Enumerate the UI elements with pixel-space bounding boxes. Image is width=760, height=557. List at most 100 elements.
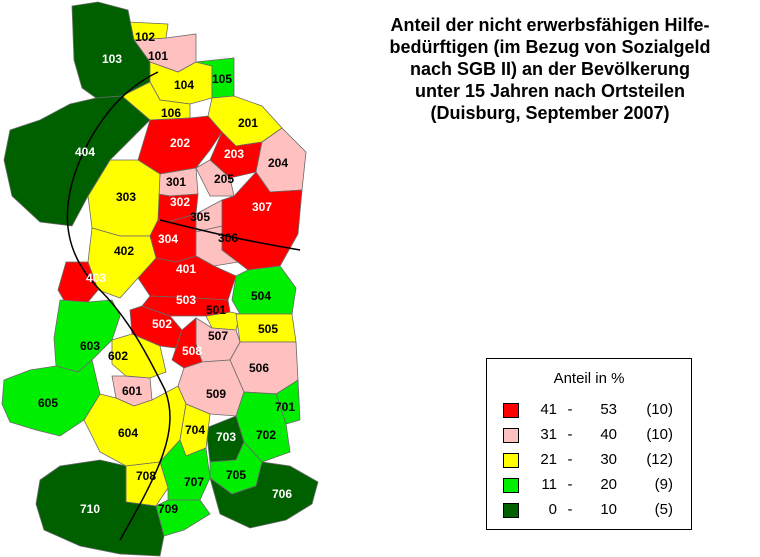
legend: Anteil in % 41 - 53 (10) 31 - 40 (10) 21… <box>486 358 692 530</box>
district-label-506: 506 <box>249 361 269 375</box>
district-label-301: 301 <box>166 175 186 189</box>
district-603 <box>53 299 121 373</box>
legend-count: (10) <box>646 401 673 418</box>
title-line: Anteil der nicht erwerbsfähigen Hilfe- <box>390 15 710 35</box>
district-508 <box>171 317 203 369</box>
district-710 <box>35 459 165 557</box>
legend-min: 21 <box>540 451 557 468</box>
district-label-702: 702 <box>256 428 276 442</box>
rhine-river <box>66 71 171 541</box>
district-label-703: 703 <box>216 430 236 444</box>
title-line: bedürftigen (im Bezug von Sozialgeld <box>389 37 711 57</box>
legend-swatch <box>503 503 519 518</box>
district-label-202: 202 <box>170 136 190 150</box>
district-label-508: 508 <box>182 344 202 358</box>
district-label-404: 404 <box>75 145 95 159</box>
district-label-709: 709 <box>158 502 178 516</box>
district-503 <box>141 295 231 317</box>
district-label-705: 705 <box>226 468 246 482</box>
legend-row: 21 - 30 (12) <box>503 451 683 471</box>
district-label-104: 104 <box>174 78 194 92</box>
district-label-105: 105 <box>212 72 232 86</box>
legend-dash: - <box>567 501 573 518</box>
district-label-102: 102 <box>135 30 155 44</box>
district-label-106: 106 <box>161 106 181 120</box>
district-label-403: 403 <box>86 271 106 285</box>
district-label-205: 205 <box>214 172 234 186</box>
district-label-505: 505 <box>258 322 278 336</box>
district-label-707: 707 <box>184 475 204 489</box>
district-label-704: 704 <box>185 423 205 437</box>
district-605 <box>1 359 101 437</box>
district-label-701: 701 <box>275 400 295 414</box>
district-label-402: 402 <box>114 244 134 258</box>
legend-max: 20 <box>600 476 617 493</box>
district-307 <box>221 171 303 271</box>
legend-row: 31 - 40 (10) <box>503 426 683 446</box>
district-label-103: 103 <box>102 52 122 66</box>
title-line: nach SGB II) an der Bevölkerung <box>409 59 691 79</box>
district-label-601: 601 <box>122 384 142 398</box>
district-label-605: 605 <box>38 396 58 410</box>
legend-count: (10) <box>646 426 673 443</box>
district-label-706: 706 <box>272 487 292 501</box>
district-label-604: 604 <box>118 426 138 440</box>
legend-row: 0 - 10 (5) <box>503 501 683 521</box>
legend-swatch <box>503 428 519 443</box>
legend-swatch <box>503 478 519 493</box>
legend-count: (9) <box>654 476 673 493</box>
district-label-306: 306 <box>218 231 238 245</box>
district-label-305: 305 <box>190 210 210 224</box>
legend-count: (12) <box>646 451 673 468</box>
district-label-504: 504 <box>251 289 271 303</box>
legend-max: 53 <box>600 401 617 418</box>
ruhr-river <box>159 219 301 251</box>
legend-swatch <box>503 403 519 418</box>
district-label-304: 304 <box>158 232 178 246</box>
title-line: unter 15 Jahren nach Ortsteilen <box>414 81 686 101</box>
legend-min: 11 <box>541 476 557 493</box>
legend-count: (5) <box>654 501 673 518</box>
legend-max: 30 <box>600 451 617 468</box>
district-label-503: 503 <box>176 293 196 307</box>
district-label-602: 602 <box>108 349 128 363</box>
legend-min: 31 <box>540 426 557 443</box>
legend-row: 41 - 53 (10) <box>503 401 683 421</box>
district-504 <box>231 265 297 315</box>
district-205 <box>195 159 235 197</box>
legend-dash: - <box>567 451 573 468</box>
legend-min: 41 <box>540 401 557 418</box>
map-title: Anteil der nicht erwerbsfähigen Hilfe- b… <box>340 14 760 124</box>
district-label-509: 509 <box>206 387 226 401</box>
district-polygons <box>1 1 319 557</box>
legend-swatch <box>503 453 519 468</box>
district-label-204: 204 <box>268 156 288 170</box>
legend-title: Anteil in % <box>553 370 625 387</box>
legend-max: 10 <box>600 501 617 518</box>
district-707 <box>159 439 211 501</box>
district-label-302: 302 <box>170 195 190 209</box>
title-line: (Duisburg, September 2007) <box>430 103 670 123</box>
legend-dash: - <box>567 401 573 418</box>
legend-min: 0 <box>548 501 557 518</box>
district-label-502: 502 <box>152 317 172 331</box>
district-label-710: 710 <box>80 502 100 516</box>
district-label-203: 203 <box>224 147 244 161</box>
legend-row: 11 - 20 (9) <box>503 476 683 496</box>
district-706 <box>209 461 319 529</box>
legend-dash: - <box>567 426 573 443</box>
legend-max: 40 <box>600 426 617 443</box>
district-label-507: 507 <box>208 329 228 343</box>
district-label-307: 307 <box>252 200 272 214</box>
district-404 <box>3 95 151 227</box>
legend-dash: - <box>567 476 573 493</box>
district-label-501: 501 <box>206 303 226 317</box>
district-label-401: 401 <box>176 262 196 276</box>
district-label-708: 708 <box>136 469 156 483</box>
district-label-603: 603 <box>80 339 100 353</box>
district-label-303: 303 <box>116 190 136 204</box>
district-label-201: 201 <box>238 116 258 130</box>
district-label-101: 101 <box>148 49 168 63</box>
